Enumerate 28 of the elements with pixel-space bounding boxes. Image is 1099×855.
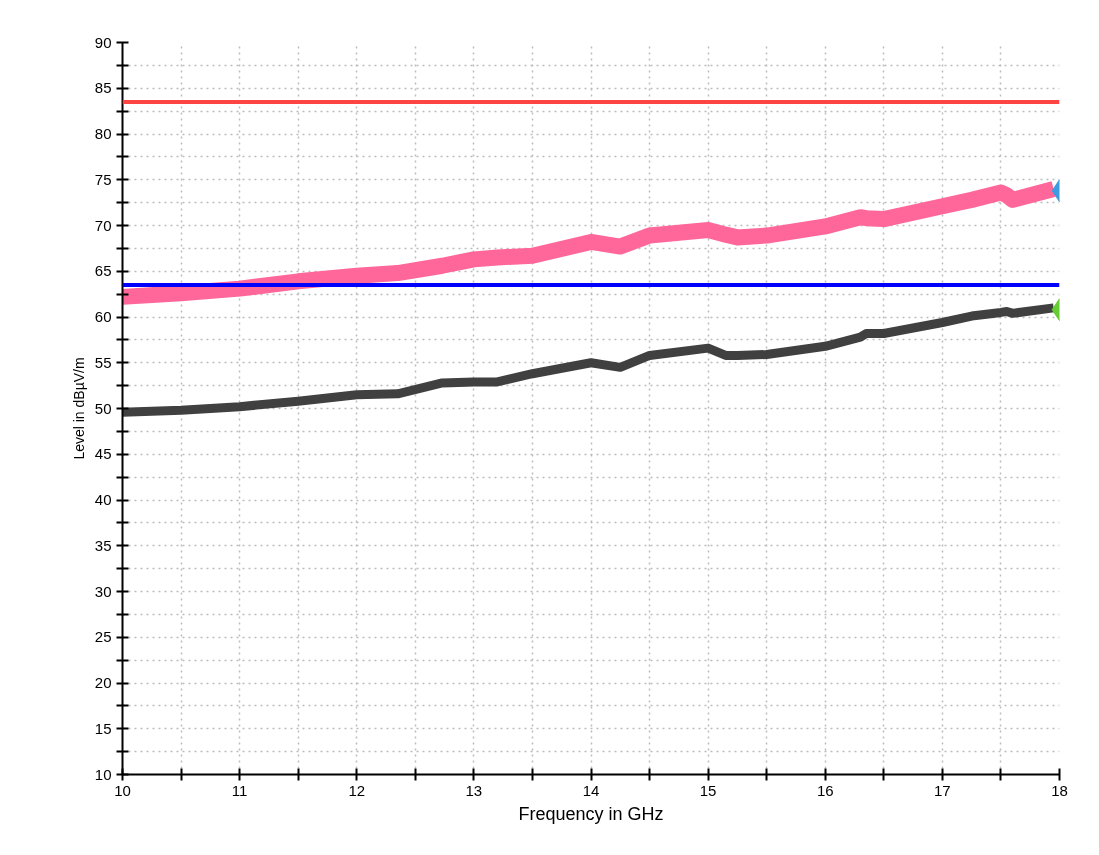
x-tick-label: 18 bbox=[1051, 781, 1068, 799]
x-tick-label: 13 bbox=[465, 781, 483, 799]
y-tick-label: 60 bbox=[94, 308, 112, 325]
y-tick-label: 65 bbox=[94, 262, 112, 280]
y-axis-title: Level in dBµV/m bbox=[70, 357, 87, 460]
x-axis-title: Frequency in GHz bbox=[518, 803, 664, 824]
y-tick-label: 30 bbox=[94, 582, 112, 600]
x-tick-label: 15 bbox=[699, 781, 717, 799]
y-tick-label: 45 bbox=[94, 445, 112, 463]
y-tick-label: 85 bbox=[94, 79, 112, 97]
y-tick-label: 80 bbox=[94, 125, 112, 142]
y-tick-label: 35 bbox=[94, 536, 112, 554]
y-tick-label: 75 bbox=[94, 170, 112, 188]
y-tick-label: 70 bbox=[94, 216, 112, 234]
y-tick-label: 25 bbox=[94, 628, 112, 646]
x-tick-label: 14 bbox=[582, 781, 600, 799]
x-tick-label: 12 bbox=[348, 781, 366, 799]
x-tick-label: 10 bbox=[114, 781, 131, 799]
x-tick-label: 17 bbox=[934, 781, 951, 799]
x-tick-label: 11 bbox=[231, 781, 248, 799]
x-tick-label: 16 bbox=[816, 781, 834, 799]
y-tick-label: 15 bbox=[94, 719, 112, 737]
y-tick-label: 90 bbox=[94, 33, 112, 51]
y-tick-label: 40 bbox=[94, 491, 112, 508]
y-tick-label: 50 bbox=[94, 399, 112, 417]
y-tick-label: 55 bbox=[94, 353, 112, 371]
y-tick-label: 10 bbox=[94, 765, 112, 783]
y-tick-label: 20 bbox=[94, 674, 112, 691]
